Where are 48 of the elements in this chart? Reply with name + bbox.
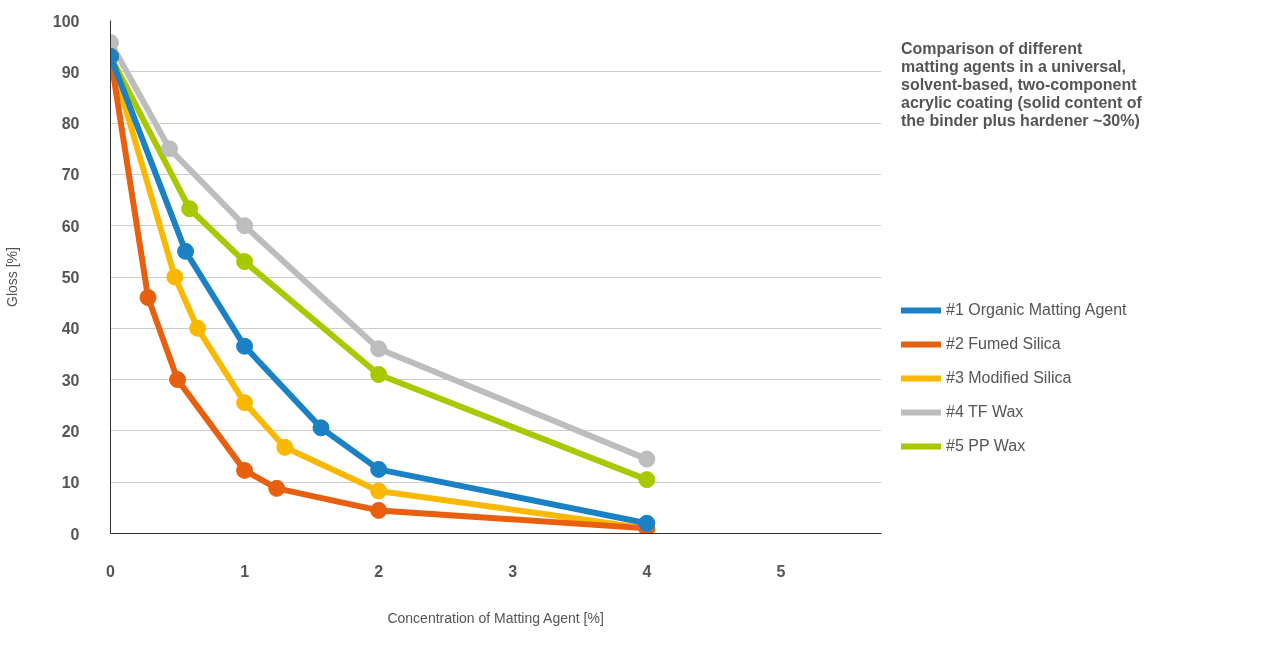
point <box>276 438 294 456</box>
y-tick-label: 90 <box>61 63 80 81</box>
y-tick-label: 20 <box>61 422 80 440</box>
point <box>236 253 254 271</box>
legend-label: #2 Fumed Silica <box>946 335 1061 353</box>
legend-label: #3 Modified Silica <box>946 369 1072 387</box>
x-tick-label: 5 <box>776 562 786 580</box>
point <box>177 242 195 260</box>
point <box>370 340 388 358</box>
point <box>166 268 184 286</box>
point <box>169 371 187 389</box>
point <box>268 479 286 497</box>
point <box>181 200 199 218</box>
point <box>638 514 656 532</box>
point <box>638 450 656 468</box>
y-tick-label: 0 <box>70 525 80 543</box>
point <box>370 460 388 478</box>
y-tick-label: 60 <box>61 217 80 235</box>
x-tick-label: 2 <box>374 562 384 580</box>
y-tick-label: 80 <box>61 115 80 133</box>
y-tick-label: 30 <box>61 371 80 389</box>
point <box>638 471 656 489</box>
point <box>370 482 388 500</box>
legend-label: #1 Organic Matting Agent <box>946 301 1127 319</box>
point <box>139 289 157 306</box>
point <box>161 140 178 158</box>
point <box>370 365 388 383</box>
point <box>236 217 254 235</box>
x-tick-label: 4 <box>642 562 652 580</box>
x-axis-title: Concentration of Matting Agent [%] <box>387 609 604 626</box>
y-tick-label: 50 <box>61 269 80 286</box>
x-tick-label: 3 <box>508 562 518 580</box>
point <box>189 319 207 337</box>
x-tick-label: 1 <box>240 562 250 580</box>
point <box>236 337 254 355</box>
point <box>236 394 254 412</box>
text: Comparison of different matting agents in a universal, solvent-based, two-component acrylic coating (solid content of the binder plus hardener ~30%) <box>901 40 1142 130</box>
legend-label: #5 PP Wax <box>946 437 1026 455</box>
point <box>312 419 330 437</box>
point <box>236 461 254 479</box>
legend-label: #4 TF Wax <box>946 403 1024 421</box>
y-axis-title: Gloss [%] <box>3 247 20 307</box>
y-tick-label: 40 <box>61 320 80 338</box>
y-tick-label: 10 <box>61 474 80 492</box>
y-tick-label: 100 <box>52 12 80 30</box>
point <box>370 501 388 519</box>
y-tick-label: 70 <box>61 166 80 184</box>
x-tick-label: 0 <box>106 562 116 580</box>
